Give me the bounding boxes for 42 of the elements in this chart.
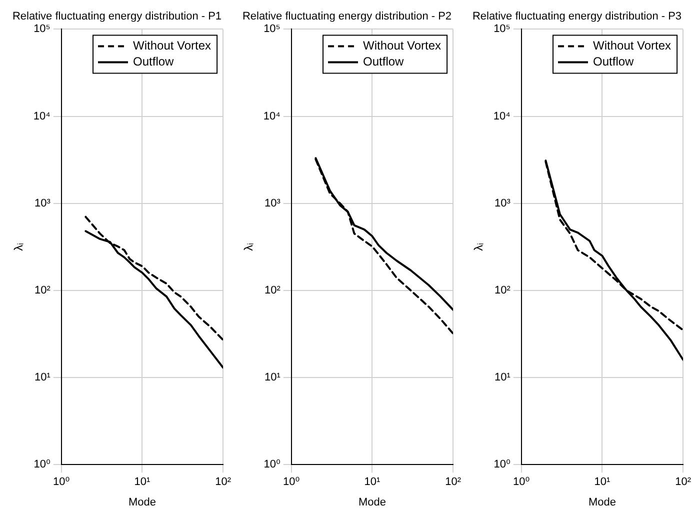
y-tick-label: 10⁰	[34, 458, 51, 471]
x-tick-label: 10¹	[364, 476, 380, 488]
x-tick-label: 10²	[675, 476, 692, 488]
y-tick-label: 10¹	[34, 372, 51, 384]
x-axis-title: Mode	[588, 496, 616, 508]
x-axis-title: Mode	[358, 496, 386, 508]
y-tick-label: 10⁰	[264, 458, 281, 471]
legend-label: Outflow	[133, 54, 174, 69]
y-axis-title: λᵢ	[242, 242, 256, 251]
x-tick-label: 10¹	[594, 476, 610, 488]
legend-label: Without Vortex	[363, 38, 442, 53]
y-tick-label: 10³	[494, 197, 511, 210]
x-tick-label: 10¹	[134, 476, 150, 488]
y-tick-label: 10³	[34, 197, 51, 210]
legend-label: Without Vortex	[133, 38, 212, 53]
y-tick-label: 10⁵	[34, 23, 50, 36]
chart-title: Relative fluctuating energy distribution - P1	[12, 10, 222, 23]
legend-label: Outflow	[593, 54, 634, 69]
legend-label: Outflow	[363, 54, 404, 69]
y-tick-label: 10²	[264, 284, 281, 296]
y-tick-label: 10¹	[494, 372, 511, 384]
x-tick-label: 10⁰	[283, 476, 300, 488]
x-axis-title: Mode	[128, 496, 156, 508]
y-tick-label: 10⁴	[33, 110, 51, 122]
y-tick-label: 10¹	[264, 372, 281, 384]
y-axis-title: λᵢ	[472, 242, 486, 251]
y-tick-label: 10²	[494, 284, 511, 296]
x-tick-label: 10²	[445, 476, 462, 488]
y-tick-label: 10⁵	[264, 23, 280, 36]
x-tick-label: 10⁰	[53, 476, 70, 488]
y-axis-title: λᵢ	[12, 242, 26, 251]
chart-title: Relative fluctuating energy distribution - P3	[472, 10, 682, 23]
x-tick-label: 10⁰	[513, 476, 530, 488]
y-tick-label: 10⁴	[493, 110, 511, 122]
y-tick-label: 10³	[264, 197, 281, 210]
x-tick-label: 10²	[215, 476, 232, 488]
y-tick-label: 10⁰	[494, 458, 511, 471]
y-tick-label: 10⁵	[494, 23, 510, 36]
legend-label: Without Vortex	[593, 38, 672, 53]
y-tick-label: 10²	[34, 284, 51, 296]
chart-title: Relative fluctuating energy distribution - P2	[242, 10, 452, 23]
y-tick-label: 10⁴	[263, 110, 281, 122]
